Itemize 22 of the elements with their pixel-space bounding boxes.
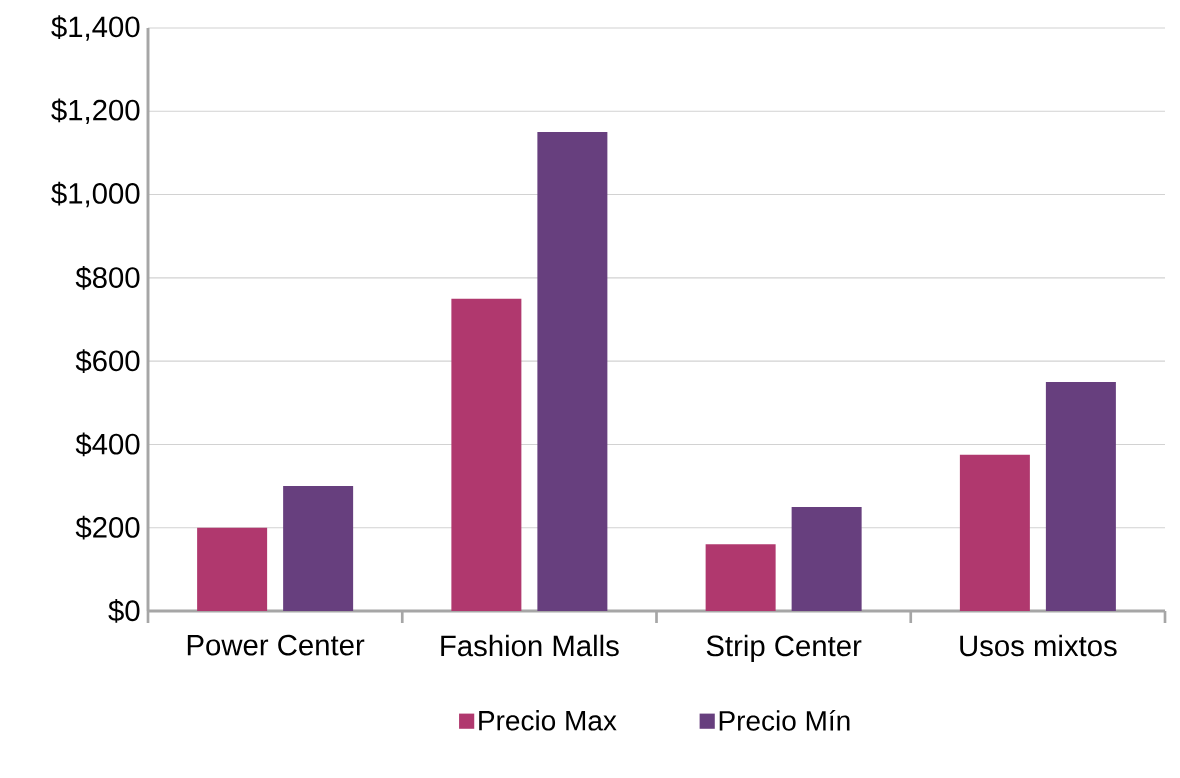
bar	[705, 544, 776, 611]
x-tick-label: Usos mixtos	[960, 634, 1117, 657]
y-tick-label: $1,200	[51, 98, 140, 124]
x-tick-label: Power Center	[187, 634, 365, 656]
y-tick-label: $1,400	[51, 15, 140, 41]
bar	[959, 454, 1030, 611]
y-tick-label: $0	[108, 599, 140, 623]
y-tick-label: $600	[75, 349, 140, 374]
bar	[197, 527, 268, 611]
bar	[451, 298, 522, 611]
y-tick-label: $200	[75, 515, 140, 540]
legend-label: Precio Max	[479, 710, 617, 731]
bar	[283, 486, 354, 611]
bar	[791, 506, 862, 611]
y-tick-label: $1,000	[51, 181, 140, 208]
bar	[1045, 381, 1116, 611]
y-tick-label: $800	[75, 265, 140, 290]
x-tick-label: Fashion Malls	[441, 634, 619, 657]
legend-label: Precio Mín	[719, 709, 850, 731]
x-tick-label: Strip Center	[706, 634, 862, 663]
y-tick-label: $400	[75, 432, 140, 457]
bar	[537, 132, 608, 611]
